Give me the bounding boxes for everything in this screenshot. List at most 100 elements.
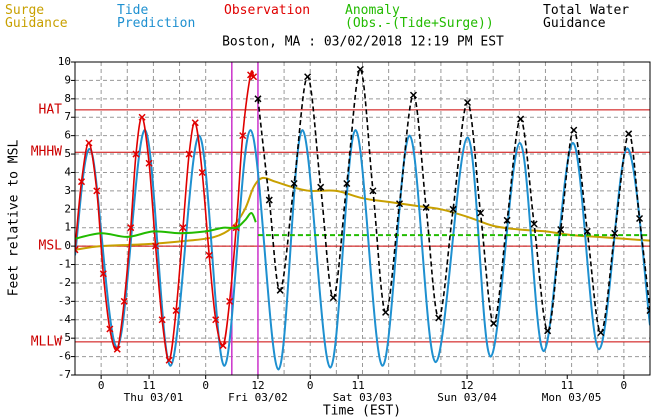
marker [597,329,605,337]
marker [530,220,538,228]
marker [185,150,193,158]
marker [212,316,220,324]
x-tick-label: 12 [251,379,264,392]
day-label: Sun 03/04 [437,391,497,404]
y-tick-label: -2 [58,276,71,289]
marker [343,179,351,188]
marker [99,270,107,278]
y-tick-label: 7 [64,110,71,123]
series-line [75,176,650,251]
marker [583,227,591,235]
y-tick-label: -7 [58,368,71,381]
legend-entry: Tide Prediction [117,3,195,31]
y-tick-label: -4 [58,313,72,326]
marker [138,113,146,121]
marker [557,226,565,234]
marker [85,139,93,147]
legend-line: Total Water [543,3,629,18]
y-tick-label: 8 [64,92,71,105]
marker [127,224,135,232]
marker [250,73,258,81]
marker [317,183,325,191]
chart-title: Boston, MA : 03/02/2018 12:19 PM EST [222,35,504,50]
marker [477,209,485,217]
marker [611,229,619,237]
marker [106,325,114,333]
marker [503,216,511,224]
marker [93,187,101,195]
marker [449,205,457,213]
marker [395,200,404,208]
reference-label: MSL [39,239,63,254]
marker [152,242,160,250]
marker [646,307,650,315]
y-tick-label: 9 [64,73,71,86]
marker [78,178,86,186]
legend-entry: Total Water Guidance [543,3,629,31]
y-tick-label: 2 [64,202,71,215]
y-tick-label: 10 [58,55,71,68]
marker [276,286,284,294]
y-tick-label: 6 [64,129,71,142]
reference-label: HAT [39,102,63,117]
marker [304,73,312,81]
marker [219,342,227,350]
marker [191,119,199,127]
reference-label: MLLW [31,334,62,349]
marker [205,251,213,259]
y-tick-label: 4 [64,165,71,178]
legend-line: (Obs.-(Tide+Surge)) [345,16,494,31]
marker [145,159,153,167]
marker [636,214,644,223]
marker [265,196,273,204]
y-tick-label: 0 [64,239,71,252]
marker [165,356,173,364]
x-tick-label: 12 [460,379,473,392]
marker [158,316,166,324]
marker [435,314,443,322]
y-tick-label: 3 [64,184,71,197]
legend-line: Guidance [5,16,68,31]
legend-entry: Anomaly (Obs.-(Tide+Surge)) [345,3,494,31]
marker [356,65,364,73]
marker [198,168,206,177]
marker [254,95,262,103]
marker [290,179,298,188]
x-axis-label: Time (EST) [323,404,401,419]
x-tick-label: 11 [142,379,155,392]
marker [422,203,430,211]
marker [625,130,633,138]
x-tick-label: 11 [561,379,574,392]
marker [409,91,417,99]
marker [570,126,578,134]
y-tick-label: -5 [58,331,71,344]
marker [369,187,377,195]
marker [329,294,337,302]
legend-line: Guidance [543,16,606,31]
marker [382,308,390,316]
y-tick-label: -1 [58,258,71,271]
day-label: Sat 03/03 [333,391,393,404]
plot-frame [74,61,651,376]
day-label: Fri 03/02 [228,391,288,404]
x-tick-label: 0 [307,379,314,392]
legend-line: Observation [224,3,310,18]
legend-line: Anomaly [345,3,400,18]
x-tick-label: 0 [621,379,628,392]
legend-line: Tide [117,3,148,18]
marker [517,115,525,123]
plot [75,65,650,371]
marker [226,297,234,305]
x-tick-label: 0 [98,379,105,392]
day-label: Thu 03/01 [124,391,184,404]
series-line [75,70,255,362]
marker [544,327,552,335]
marker [132,150,140,158]
y-tick-label: -6 [58,350,71,363]
marker [239,132,247,140]
marker [75,246,79,254]
y-axis-label: Feet relative to MSL [7,140,22,297]
y-tick-label: 1 [64,221,71,234]
